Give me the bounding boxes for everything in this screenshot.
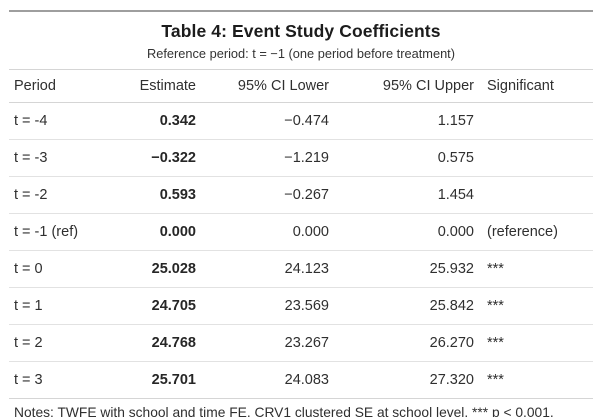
table-row: t = -1 (ref) 0.000 0.000 0.000 (referenc… (9, 214, 593, 251)
header-estimate: Estimate (139, 78, 196, 94)
ci-lower-cell: −0.474 (284, 113, 329, 129)
table-title: Table 4: Event Study Coefficients (161, 21, 441, 41)
header-row: Period Estimate 95% CI Lower 95% CI Uppe… (9, 69, 593, 103)
period-cell: t = -2 (14, 187, 48, 203)
ci-lower-cell: 0.000 (292, 224, 329, 240)
ci-upper-cell: 0.575 (437, 150, 474, 166)
ci-upper-cell: 25.932 (429, 261, 474, 277)
ci-lower-cell: 23.569 (284, 298, 329, 314)
estimate-cell: −0.322 (151, 150, 196, 166)
header-ci-upper: 95% CI Upper (382, 78, 474, 94)
table-body: t = -4 0.342 −0.474 1.157 t = -3 −0.322 … (9, 103, 593, 399)
significant-cell (475, 177, 593, 214)
event-study-table-container: Table 4: Event Study Coefficients Refere… (9, 10, 593, 417)
event-study-table: Period Estimate 95% CI Lower 95% CI Uppe… (9, 69, 593, 399)
period-cell: t = 0 (14, 261, 43, 277)
significant-cell: *** (487, 372, 504, 388)
table-row: t = 1 24.705 23.569 25.842 *** (9, 288, 593, 325)
ci-upper-cell: 1.157 (437, 113, 474, 129)
estimate-cell: 24.705 (151, 298, 196, 314)
period-cell: t = -1 (ref) (14, 224, 79, 240)
ci-upper-cell: 0.000 (437, 224, 474, 240)
estimate-cell: 0.000 (159, 224, 196, 240)
significant-cell: (reference) (487, 224, 558, 240)
header-ci-lower: 95% CI Lower (237, 78, 329, 94)
table-notes: Notes: TWFE with school and time FE. CRV… (9, 399, 593, 417)
ci-lower-cell: −1.219 (284, 150, 329, 166)
period-cell: t = 2 (14, 335, 43, 351)
significant-cell (475, 103, 593, 140)
header-significant: Significant (487, 78, 554, 94)
table-row: t = -4 0.342 −0.474 1.157 (9, 103, 593, 140)
table-row: t = 0 25.028 24.123 25.932 *** (9, 251, 593, 288)
table-row: t = -2 0.593 −0.267 1.454 (9, 177, 593, 214)
ci-lower-cell: 24.123 (284, 261, 329, 277)
significant-cell: *** (487, 261, 504, 277)
estimate-cell: 25.028 (151, 261, 196, 277)
ci-lower-cell: 24.083 (284, 372, 329, 388)
period-cell: t = 1 (14, 298, 43, 314)
significant-cell (475, 140, 593, 177)
ci-upper-cell: 26.270 (429, 335, 474, 351)
table-row: t = 2 24.768 23.267 26.270 *** (9, 325, 593, 362)
ci-upper-cell: 25.842 (429, 298, 474, 314)
significant-cell: *** (487, 298, 504, 314)
period-cell: t = -4 (14, 113, 48, 129)
table-row: t = 3 25.701 24.083 27.320 *** (9, 362, 593, 399)
ci-upper-cell: 27.320 (429, 372, 474, 388)
estimate-cell: 24.768 (151, 335, 196, 351)
table-row: t = -3 −0.322 −1.219 0.575 (9, 140, 593, 177)
estimate-cell: 25.701 (151, 372, 196, 388)
period-cell: t = 3 (14, 372, 43, 388)
table-header: Period Estimate 95% CI Lower 95% CI Uppe… (9, 69, 593, 103)
ci-upper-cell: 1.454 (437, 187, 474, 203)
period-cell: t = -3 (14, 150, 48, 166)
table-subtitle: Reference period: t = −1 (one period bef… (146, 46, 456, 61)
ci-lower-cell: 23.267 (284, 335, 329, 351)
estimate-cell: 0.593 (159, 187, 196, 203)
significant-cell: *** (487, 335, 504, 351)
header-period: Period (14, 78, 56, 94)
ci-lower-cell: −0.267 (284, 187, 329, 203)
estimate-cell: 0.342 (159, 113, 196, 129)
